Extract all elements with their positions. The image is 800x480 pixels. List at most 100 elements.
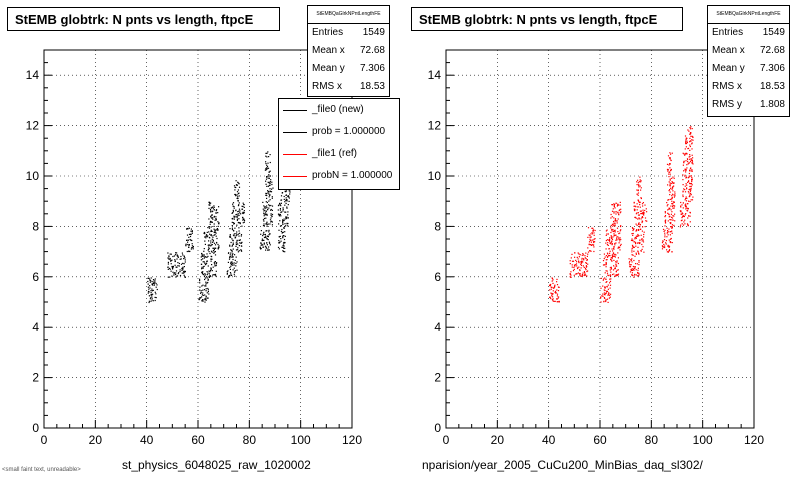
scatter-point — [683, 153, 685, 155]
scatter-point — [684, 175, 686, 177]
scatter-point — [271, 205, 274, 207]
scatter-point — [237, 189, 239, 191]
scatter-point — [208, 276, 210, 278]
scatter-point — [236, 218, 239, 220]
scatter-point — [234, 189, 236, 191]
scatter-point — [202, 294, 204, 296]
x-tick-label: 80 — [645, 433, 659, 447]
scatter-point — [641, 248, 643, 250]
scatter-point — [631, 254, 633, 256]
scatter-point — [631, 251, 633, 253]
scatter-point — [586, 270, 588, 273]
scatter-point — [673, 207, 675, 209]
scatter-point — [286, 217, 288, 219]
scatter-point — [171, 265, 173, 268]
scatter-point — [168, 256, 170, 258]
scatter-point — [279, 235, 281, 237]
scatter-point — [209, 271, 211, 273]
scatter-point — [668, 214, 670, 216]
scatter-point — [268, 177, 270, 179]
scatter-point — [628, 258, 630, 260]
scatter-point — [611, 257, 613, 259]
scatter-point — [637, 250, 639, 252]
scatter-point — [688, 215, 690, 217]
scatter-point — [207, 289, 209, 291]
scatter-point — [232, 234, 235, 236]
scatter-point — [204, 274, 206, 276]
scatter-point — [581, 275, 583, 277]
scatter-point — [635, 213, 637, 215]
scatter-point — [632, 234, 634, 236]
scatter-point — [669, 189, 671, 191]
scatter-point — [268, 241, 270, 243]
scatter-point — [614, 268, 616, 270]
scatter-point — [689, 133, 691, 135]
scatter-point — [266, 230, 268, 232]
scatter-point — [605, 234, 607, 236]
scatter-point — [289, 193, 291, 195]
scatter-point — [265, 161, 267, 163]
scatter-point — [167, 266, 169, 268]
scatter-point — [270, 179, 272, 181]
scatter-point — [150, 300, 152, 302]
scatter-point — [154, 296, 156, 298]
scatter-point — [208, 275, 211, 277]
scatter-point — [175, 266, 177, 268]
scatter-point — [198, 298, 200, 300]
scatter-point — [237, 211, 239, 213]
scatter-point — [232, 248, 234, 250]
scatter-point — [584, 273, 586, 275]
scatter-point — [682, 164, 684, 166]
scatter-point — [663, 230, 665, 232]
scatter-point — [203, 254, 205, 256]
scatter-point — [175, 252, 177, 254]
scatter-point — [208, 204, 210, 206]
scatter-point — [616, 274, 618, 276]
scatter-point — [606, 233, 608, 235]
x-tick-label: 100 — [291, 433, 311, 447]
scatter-point — [285, 197, 287, 199]
scatter-point — [616, 238, 618, 240]
scatter-point — [214, 229, 216, 231]
scatter-point — [207, 244, 209, 246]
scatter-point — [285, 194, 287, 196]
scatter-point — [604, 297, 606, 299]
scatter-point — [284, 235, 286, 237]
scatter-point — [611, 238, 614, 240]
scatter-point — [639, 185, 641, 187]
scatter-point — [664, 222, 667, 224]
scatter-point — [673, 177, 675, 179]
scatter-point — [242, 222, 244, 224]
scatter-point — [202, 267, 204, 269]
scatter-point — [607, 242, 609, 244]
scatter-point — [667, 184, 669, 186]
scatter-point — [609, 296, 611, 298]
scatter-point — [231, 221, 233, 223]
scatter-point — [228, 276, 230, 278]
scatter-point — [615, 220, 617, 222]
scatter-point — [669, 152, 671, 154]
scatter-point — [215, 229, 217, 231]
scatter-point — [610, 243, 612, 245]
scatter-point — [689, 200, 691, 203]
scatter-point — [265, 217, 267, 219]
scatter-point — [205, 288, 207, 290]
scatter-point — [689, 182, 691, 184]
scatter-point — [640, 213, 642, 215]
scatter-point — [691, 154, 693, 156]
scatter-point — [687, 217, 689, 219]
scatter-point — [210, 244, 212, 246]
scatter-point — [590, 244, 592, 246]
scatter-point — [605, 263, 607, 265]
scatter-point — [682, 190, 684, 192]
scatter-point — [237, 243, 239, 245]
scatter-point — [691, 128, 693, 130]
scatter-point — [605, 281, 607, 283]
scatter-point — [630, 259, 632, 261]
scatter-point — [605, 255, 607, 257]
scatter-point — [214, 254, 217, 256]
scatter-point — [199, 280, 201, 282]
scatter-point — [207, 297, 209, 299]
scatter-point — [670, 168, 672, 171]
scatter-point — [267, 167, 270, 169]
